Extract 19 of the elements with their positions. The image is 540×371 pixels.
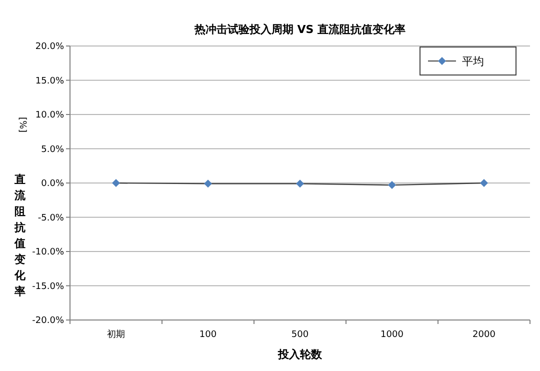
x-axis-title: 投入轮数 [277, 348, 323, 361]
y-tick-label: 0.0% [41, 179, 64, 190]
y-tick-label: 10.0% [35, 110, 64, 121]
text: [%] [17, 116, 27, 133]
x-tick-label: 2000 [472, 330, 496, 340]
x-tick-label: 1000 [380, 330, 404, 340]
y-axis-title: 直流阻抗值变化率 [14, 173, 26, 298]
y-tick-label: -10.0% [32, 248, 64, 258]
y-tick-label: -5.0% [38, 213, 64, 224]
x-tick-label: 初期 [107, 329, 125, 340]
chart-title: 热冲击试验投入周期 VS 直流阻抗值变化率 [193, 23, 406, 36]
y-tick-label: 20.0% [35, 42, 64, 52]
y-tick-label: 5.0% [41, 144, 64, 155]
legend-label: 平均 [462, 54, 484, 68]
y-tick-label: 15.0% [35, 76, 64, 86]
y-tick-label: -20.0% [32, 316, 64, 326]
x-tick-label: 500 [291, 330, 309, 340]
x-tick-label: 100 [199, 330, 217, 340]
y-tick-label: -15.0% [32, 282, 64, 292]
